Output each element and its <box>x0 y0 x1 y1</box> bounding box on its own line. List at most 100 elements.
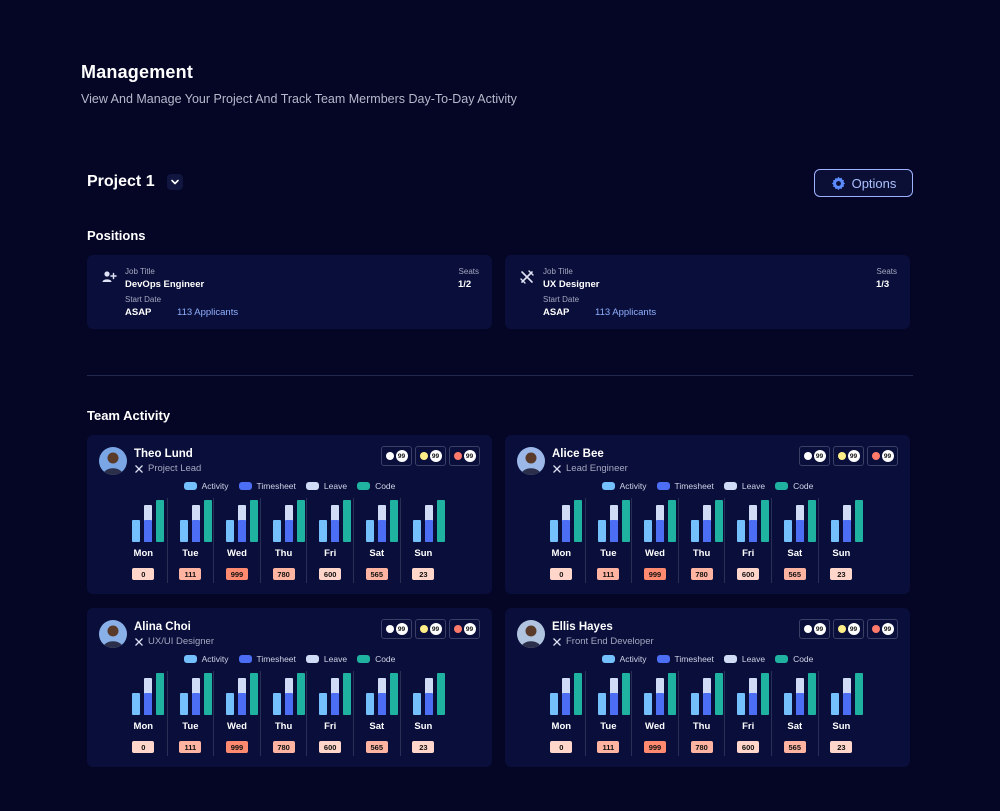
day-label: Thu <box>274 721 293 732</box>
activity-bar <box>783 693 792 715</box>
activity-bar <box>644 520 653 542</box>
day-bars <box>226 500 259 542</box>
activity-bar <box>365 693 374 715</box>
day-bars <box>783 673 816 715</box>
day-bars <box>783 500 816 542</box>
stat-badge[interactable]: 99 <box>449 619 480 639</box>
day-column: Thu 780 <box>259 671 307 756</box>
section-divider <box>87 375 913 376</box>
activity-bar <box>690 693 699 715</box>
day-label: Tue <box>600 721 617 732</box>
day-label: Mon <box>133 721 154 732</box>
member-role: Lead Engineer <box>552 463 628 474</box>
legend-label: Code <box>375 654 396 664</box>
activity-bar <box>132 693 140 715</box>
weekly-activity-chart: Mon 0 Tue 111 Wed 999 <box>538 671 887 756</box>
chevron-down-icon[interactable] <box>166 174 183 190</box>
seats-value: 1/2 <box>458 279 472 290</box>
info-icon <box>803 452 812 460</box>
day-label: Tue <box>182 721 199 732</box>
stat-badge[interactable]: 99 <box>867 446 898 466</box>
day-bars <box>644 500 677 542</box>
day-column: Tue 111 <box>584 671 632 756</box>
member-activity-card[interactable]: Alice Bee Lead Engineer 99 99 99 Activit… <box>505 435 910 594</box>
error-icon <box>453 625 462 633</box>
member-name: Theo Lund <box>134 448 193 460</box>
legend-item: Timesheet <box>238 481 296 491</box>
stat-badge[interactable]: 99 <box>799 619 830 639</box>
day-label: Sat <box>369 721 385 732</box>
stat-badge[interactable]: 99 <box>833 619 864 639</box>
error-icon <box>871 452 880 460</box>
day-value-badge: 0 <box>132 568 155 580</box>
day-value-badge: 600 <box>319 568 342 580</box>
stat-badge[interactable]: 99 <box>381 619 412 639</box>
activity-bar <box>783 520 792 542</box>
legend-label: Timesheet <box>674 481 714 491</box>
timesheet-bar <box>144 520 152 542</box>
member-activity-card[interactable]: Ellis Hayes Front End Developer 99 99 99… <box>505 608 910 767</box>
info-icon <box>803 625 812 633</box>
options-button[interactable]: Options <box>814 169 913 197</box>
day-column: Wed 999 <box>213 671 260 756</box>
day-label: Sun <box>414 548 433 559</box>
legend-item: Leave <box>305 481 348 491</box>
avatar[interactable] <box>517 620 545 648</box>
day-value-badge: 111 <box>179 741 202 753</box>
position-card[interactable]: Job Title UX Designer Start Date ASAP 11… <box>505 255 910 329</box>
applicants-link[interactable]: 113 Applicants <box>177 307 239 318</box>
timesheet-bar <box>284 520 293 542</box>
stat-badge[interactable]: 99 <box>415 619 446 639</box>
applicants-link[interactable]: 113 Applicants <box>595 307 657 318</box>
position-card[interactable]: Job Title DevOps Engineer Start Date ASA… <box>87 255 492 329</box>
stat-badge[interactable]: 99 <box>833 446 864 466</box>
legend-item: Leave <box>305 654 347 664</box>
legend-label: Code <box>375 481 396 491</box>
day-column: Wed 999 <box>631 671 678 756</box>
day-column: Wed 999 <box>213 498 260 583</box>
activity-bar <box>179 693 188 715</box>
member-activity-card[interactable]: Theo Lund Project Lead 99 99 99 Activity… <box>87 435 492 594</box>
avatar[interactable] <box>99 620 127 648</box>
project-selector[interactable]: Project 1 <box>87 173 183 191</box>
chart-legend: Activity Timesheet Leave Code <box>87 481 492 491</box>
avatar[interactable] <box>99 447 127 475</box>
activity-bar <box>550 693 558 715</box>
legend-swatch <box>775 482 789 490</box>
member-role-label: Project Lead <box>148 463 202 474</box>
code-bar <box>156 673 164 715</box>
legend-label: Leave <box>323 481 348 491</box>
team-activity-title: Team Activity <box>87 408 171 423</box>
stat-badge[interactable]: 99 <box>867 619 898 639</box>
activity-bar <box>597 520 606 542</box>
day-column: Tue 111 <box>166 498 214 583</box>
stat-badge[interactable]: 99 <box>799 446 830 466</box>
code-bar <box>621 673 630 715</box>
member-activity-card[interactable]: Alina Choi UX/UI Designer 99 99 99 Activ… <box>87 608 492 767</box>
legend-item: Activity <box>183 481 229 491</box>
code-bar <box>203 500 212 542</box>
day-bars <box>690 673 723 715</box>
timesheet-bar <box>749 693 758 715</box>
day-label: Wed <box>645 721 665 732</box>
stat-badge[interactable]: 99 <box>449 446 480 466</box>
day-label: Tue <box>600 548 617 559</box>
start-date-label: Start Date <box>125 295 162 304</box>
day-value-badge: 0 <box>550 741 573 753</box>
legend-label: Code <box>793 481 814 491</box>
activity-bar <box>412 693 421 715</box>
stat-value: 99 <box>847 623 860 635</box>
legend-swatch <box>357 482 371 490</box>
avatar[interactable] <box>517 447 545 475</box>
stat-badge[interactable]: 99 <box>381 446 412 466</box>
legend-swatch <box>305 482 319 490</box>
timesheet-bar <box>795 693 804 715</box>
day-bars <box>597 673 630 715</box>
timesheet-bar <box>284 693 293 715</box>
legend-label: Activity <box>201 654 229 664</box>
day-bars <box>179 673 212 715</box>
design-tools-icon <box>135 637 143 646</box>
job-title-value: UX Designer <box>543 279 600 290</box>
stat-badge[interactable]: 99 <box>415 446 446 466</box>
day-column: Tue 111 <box>584 498 632 583</box>
